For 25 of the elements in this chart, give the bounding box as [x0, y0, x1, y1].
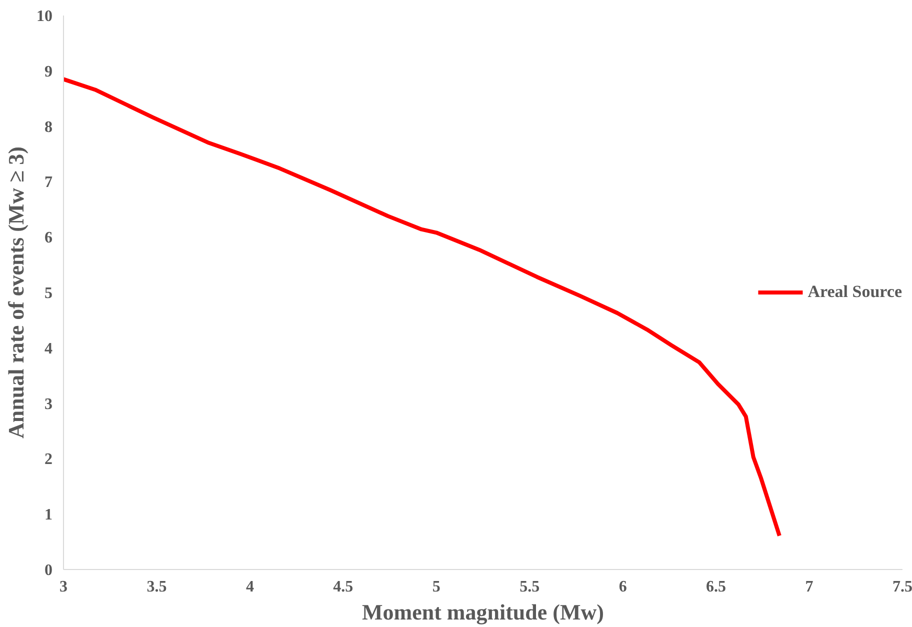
- x-tick-label: 4.5: [333, 578, 354, 596]
- y-tick-label: 9: [44, 63, 52, 80]
- x-tick-label: 5.5: [520, 578, 540, 596]
- x-tick-label: 6.5: [706, 578, 726, 596]
- y-axis-title: Annual rate of events (Mw ≥ 3): [4, 146, 28, 438]
- y-tick-label: 8: [44, 118, 52, 136]
- x-tick-label: 3: [60, 578, 68, 596]
- x-tick-label: 3.5: [146, 578, 167, 596]
- x-tick-label: 7.5: [892, 578, 912, 596]
- x-axis-title: Moment magnitude (Mw): [362, 600, 604, 624]
- x-tick-label: 7: [805, 578, 814, 596]
- legend-label: Areal Source: [808, 282, 902, 302]
- y-tick-label: 2: [44, 451, 52, 468]
- y-tick-label: 5: [44, 285, 52, 302]
- y-tick-label: 0: [44, 562, 52, 579]
- x-tick-label: 6: [618, 578, 627, 596]
- x-tick-label: 4: [246, 578, 254, 596]
- y-tick-label: 6: [44, 230, 52, 247]
- x-tick-label: 5: [432, 578, 440, 596]
- line-series: [64, 77, 782, 538]
- y-tick-label: 7: [44, 174, 52, 192]
- y-tick-label: 3: [44, 396, 52, 413]
- y-tick-label: 1: [44, 506, 52, 524]
- y-tick-label: 10: [36, 8, 52, 25]
- y-tick-label: 4: [44, 340, 52, 358]
